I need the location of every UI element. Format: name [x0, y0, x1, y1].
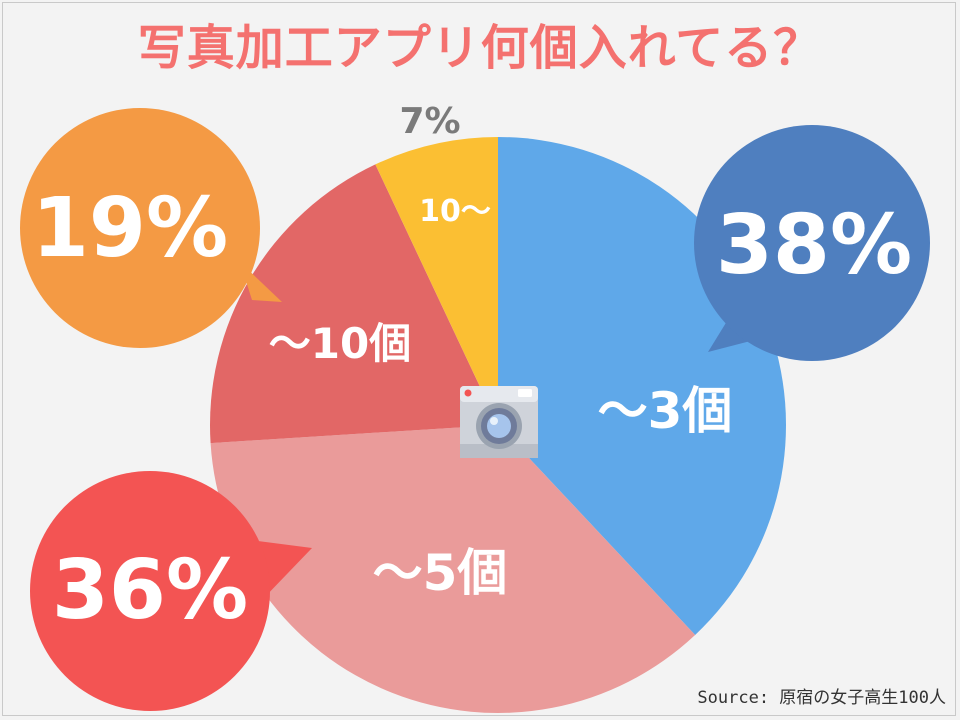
pie-slice-5 [210, 425, 696, 714]
bubble-19 [20, 108, 282, 348]
pie-slice-10plus [375, 137, 498, 425]
source-note: Source: 原宿の女子高生100人 [697, 688, 946, 708]
pct-label-7: 7% [399, 101, 460, 142]
bubble-38 [694, 125, 930, 361]
segment-category-labels: 〜3個 〜5個 〜10個 10〜 [269, 194, 733, 602]
camera-icon [460, 386, 538, 458]
pct-label-19: 19% [32, 181, 228, 276]
slice-label-3: 〜3個 [598, 382, 733, 440]
chart-title: 写真加工アプリ何個入れてる？ [137, 20, 823, 76]
pct-label-38: 38% [716, 198, 912, 293]
pie-slice-10 [210, 164, 498, 444]
bubble-36 [30, 471, 312, 711]
slice-label-10plus: 10〜 [419, 194, 491, 229]
percentage-labels: 38% 36% 19% 7% [32, 101, 912, 638]
slice-label-10: 〜10個 [269, 319, 411, 368]
callout-bubbles [20, 108, 930, 711]
slice-label-5: 〜5個 [373, 544, 508, 602]
pct-label-36: 36% [52, 543, 248, 638]
